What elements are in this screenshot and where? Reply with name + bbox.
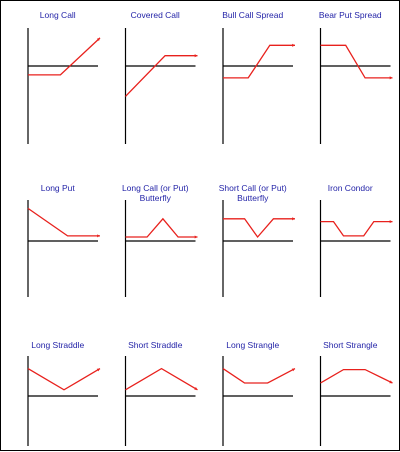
payoff-line bbox=[27, 368, 101, 391]
payoff-arrow-icon bbox=[97, 234, 100, 238]
payoff-line bbox=[125, 217, 198, 238]
payoff-arrow-icon bbox=[291, 368, 295, 372]
payoff-arrow-icon bbox=[389, 76, 393, 80]
diagram-title: Long Straddle bbox=[31, 340, 84, 350]
diagram-title: Long Call bbox=[40, 10, 76, 20]
payoff-line bbox=[125, 367, 198, 391]
diagram-title: Butterfly bbox=[140, 193, 172, 203]
payoff-diagram: Long Call bbox=[27, 10, 101, 144]
payoff-arrow-icon bbox=[194, 54, 198, 58]
diagram-title: Short Call (or Put) bbox=[219, 183, 287, 193]
payoff-diagram: Long Call (or Put)Butterfly bbox=[122, 183, 198, 297]
payoff-diagram: Long Strangle bbox=[222, 340, 296, 446]
payoff-arrow-icon bbox=[389, 220, 393, 224]
payoff-diagram: Long Put bbox=[27, 183, 100, 297]
diagram-title: Covered Call bbox=[131, 10, 180, 20]
payoff-line bbox=[27, 207, 100, 237]
diagram-title: Short Straddle bbox=[128, 340, 183, 350]
payoff-line bbox=[320, 44, 393, 79]
diagram-title: Bear Put Spread bbox=[319, 10, 382, 20]
payoff-line bbox=[320, 220, 393, 237]
payoff-diagram: Long Straddle bbox=[27, 340, 101, 446]
payoff-diagram: Covered Call bbox=[124, 10, 198, 144]
diagram-title: Bull Call Spread bbox=[222, 10, 283, 20]
payoff-line bbox=[125, 55, 198, 97]
payoff-arrow-icon bbox=[292, 217, 295, 221]
payoff-line bbox=[222, 368, 296, 384]
payoff-line bbox=[223, 218, 295, 239]
payoff-arrow-icon bbox=[96, 368, 100, 372]
payoff-diagram: Short Call (or Put)Butterfly bbox=[219, 183, 295, 297]
payoff-arrow-icon bbox=[194, 235, 198, 239]
diagram-title: Long Call (or Put) bbox=[122, 183, 189, 193]
diagram-title: Short Strangle bbox=[323, 340, 378, 350]
diagram-title: Iron Condor bbox=[328, 183, 373, 193]
payoff-diagram: Bear Put Spread bbox=[319, 10, 393, 144]
payoff-arrow-icon bbox=[292, 43, 295, 47]
payoff-arrow-icon bbox=[96, 37, 100, 41]
payoff-diagram: Bull Call Spread bbox=[222, 10, 295, 144]
payoff-arrow-icon bbox=[389, 380, 393, 384]
payoff-line bbox=[320, 368, 393, 384]
diagram-title: Long Put bbox=[41, 183, 76, 193]
payoff-arrow-icon bbox=[194, 387, 198, 390]
payoff-diagram: Short Straddle bbox=[124, 340, 198, 446]
diagram-title: Long Strangle bbox=[226, 340, 279, 350]
payoff-diagram: Iron Condor bbox=[319, 183, 393, 297]
payoff-line bbox=[223, 44, 295, 79]
payoff-line bbox=[28, 37, 101, 76]
diagram-title: Butterfly bbox=[237, 193, 269, 203]
payoff-diagram: Short Strangle bbox=[319, 340, 393, 446]
